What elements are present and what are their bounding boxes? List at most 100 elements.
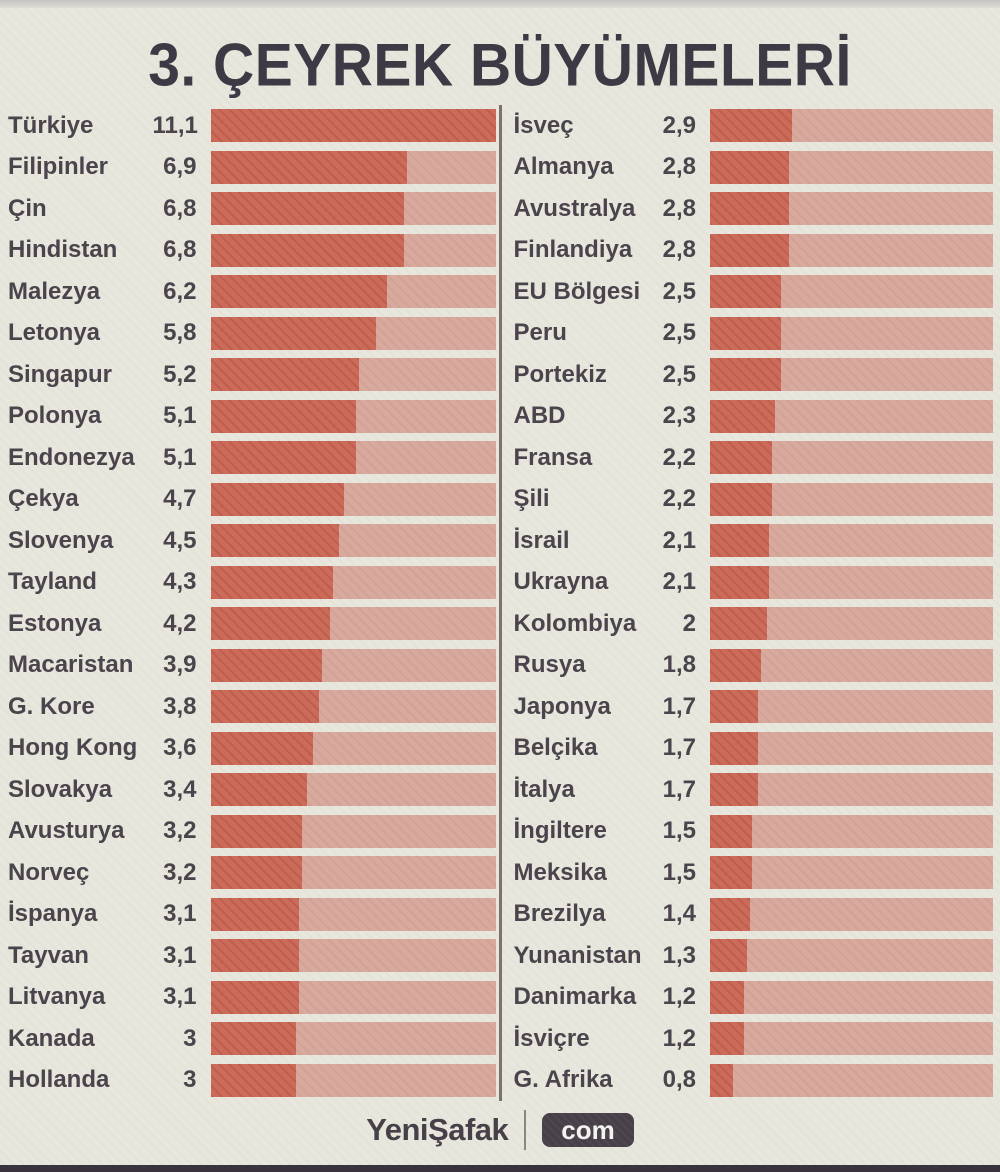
chart-row: Slovakya 3,4 [0,769,499,811]
country-label: İsrail [513,526,570,554]
bar-track [210,192,496,226]
growth-value-label: 2,5 [662,360,696,388]
chart-row: İngiltere 1,5 [502,811,1000,853]
country-label: Letonya [8,319,101,347]
chart-row: Portekiz 2,5 [502,354,1000,396]
chart-row: EU Bölgesi 2,5 [502,271,1000,313]
country-label: Çekya [8,485,79,513]
growth-value-label: 1,7 [662,775,696,803]
country-label: G. Kore [8,692,95,720]
brand-com-badge: com [542,1113,634,1147]
bar-track [710,524,993,558]
chart-row: Çin 6,8 [0,188,499,230]
bar-fill [710,607,767,641]
bar-fill [210,233,405,267]
bar-fill [210,648,322,682]
country-label: G. Afrika [513,1066,613,1094]
bar-fill [710,192,790,226]
chart-row: Peru 2,5 [502,313,1000,355]
bar-fill [710,482,773,516]
country-label: Yunanistan [513,941,642,969]
chart-row: Litvanya 3,1 [0,977,499,1019]
chart-row: Belçika 1,7 [502,728,1000,770]
country-label: İngiltere [513,817,607,845]
growth-value-label: 1,4 [662,900,696,928]
bar-fill [710,150,790,184]
bar-fill [210,399,356,433]
growth-value-label: 5,1 [163,443,197,471]
growth-value-label: 11,1 [152,111,198,139]
chart-row: Hong Kong 3,6 [0,728,499,770]
top-border [0,0,1000,8]
chart-row: Avustralya 2,8 [502,188,1000,230]
growth-value-label: 4,5 [163,526,197,554]
growth-value-label: 2,5 [662,277,696,305]
chart-row: Singapur 5,2 [0,354,499,396]
chart-row: Tayvan 3,1 [0,935,499,977]
bar-fill [210,524,339,558]
bar-fill [710,399,776,433]
growth-value-label: 1,3 [662,941,696,969]
country-label: İtalya [513,775,575,803]
country-label: Estonya [8,609,102,637]
bar-fill [710,316,781,350]
bar-track [210,275,496,309]
bar-track [710,275,993,309]
brand-logo: YeniŞafak [366,1112,509,1147]
chart-row: Tayland 4,3 [0,562,499,604]
chart-row: Hindistan 6,8 [0,230,499,272]
country-label: Belçika [513,734,598,762]
bar-fill [710,233,790,267]
chart-row: Macaristan 3,9 [0,645,499,687]
bar-track [710,1063,993,1097]
bar-fill [710,1063,733,1097]
country-label: EU Bölgesi [513,277,641,305]
growth-value-label: 2,8 [662,194,696,222]
bar-track [710,109,993,143]
growth-value-label: 2,8 [662,153,696,181]
bar-track [210,358,496,392]
chart-row: Danimarka 1,2 [502,977,1000,1019]
growth-value-label: 3,6 [163,734,197,762]
growth-value-label: 3 [183,1024,197,1052]
country-label: Almanya [513,153,614,181]
growth-value-label: 1,7 [662,734,696,762]
chart-row: Ukrayna 2,1 [502,562,1000,604]
country-label: Endonezya [8,443,135,471]
chart-row: Meksika 1,5 [502,852,1000,894]
bar-fill [210,192,405,226]
bar-fill [710,814,753,848]
growth-value-label: 5,1 [163,402,197,430]
bar-fill [710,524,770,558]
bar-fill [210,731,314,765]
bar-track [210,856,496,890]
bar-fill [710,731,759,765]
bar-track [710,939,993,973]
country-label: Polonya [8,402,102,430]
bar-fill [210,1063,296,1097]
country-label: Slovakya [8,775,113,803]
chart-row: Avusturya 3,2 [0,811,499,853]
bar-fill [710,358,781,392]
country-label: Avusturya [8,817,125,845]
bar-fill [710,980,744,1014]
bar-fill [210,316,376,350]
bar-track [210,399,496,433]
footer: YeniŞafak com [0,1101,1000,1159]
growth-value-label: 6,2 [163,277,197,305]
growth-value-label: 2,2 [662,485,696,513]
chart-row: İsveç 2,9 [502,105,1000,147]
growth-value-label: 6,8 [163,194,197,222]
growth-value-label: 5,2 [163,360,197,388]
country-label: Çin [8,194,47,222]
bar-track [710,316,993,350]
growth-value-label: 2,1 [662,526,696,554]
bar-track [210,814,496,848]
bar-track [210,316,496,350]
growth-value-label: 1,8 [662,651,696,679]
country-label: Norveç [8,858,90,886]
chart-row: G. Kore 3,8 [0,686,499,728]
country-label: Slovenya [8,526,114,554]
bar-fill [710,939,747,973]
bar-fill [710,109,793,143]
